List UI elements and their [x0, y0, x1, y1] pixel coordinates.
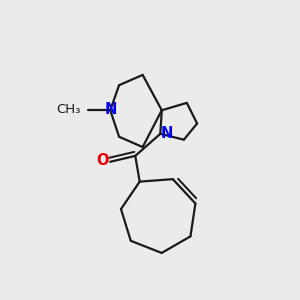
Text: N: N [160, 126, 173, 141]
Text: N: N [105, 102, 117, 117]
Text: O: O [97, 153, 109, 168]
Text: CH₃: CH₃ [56, 103, 81, 116]
